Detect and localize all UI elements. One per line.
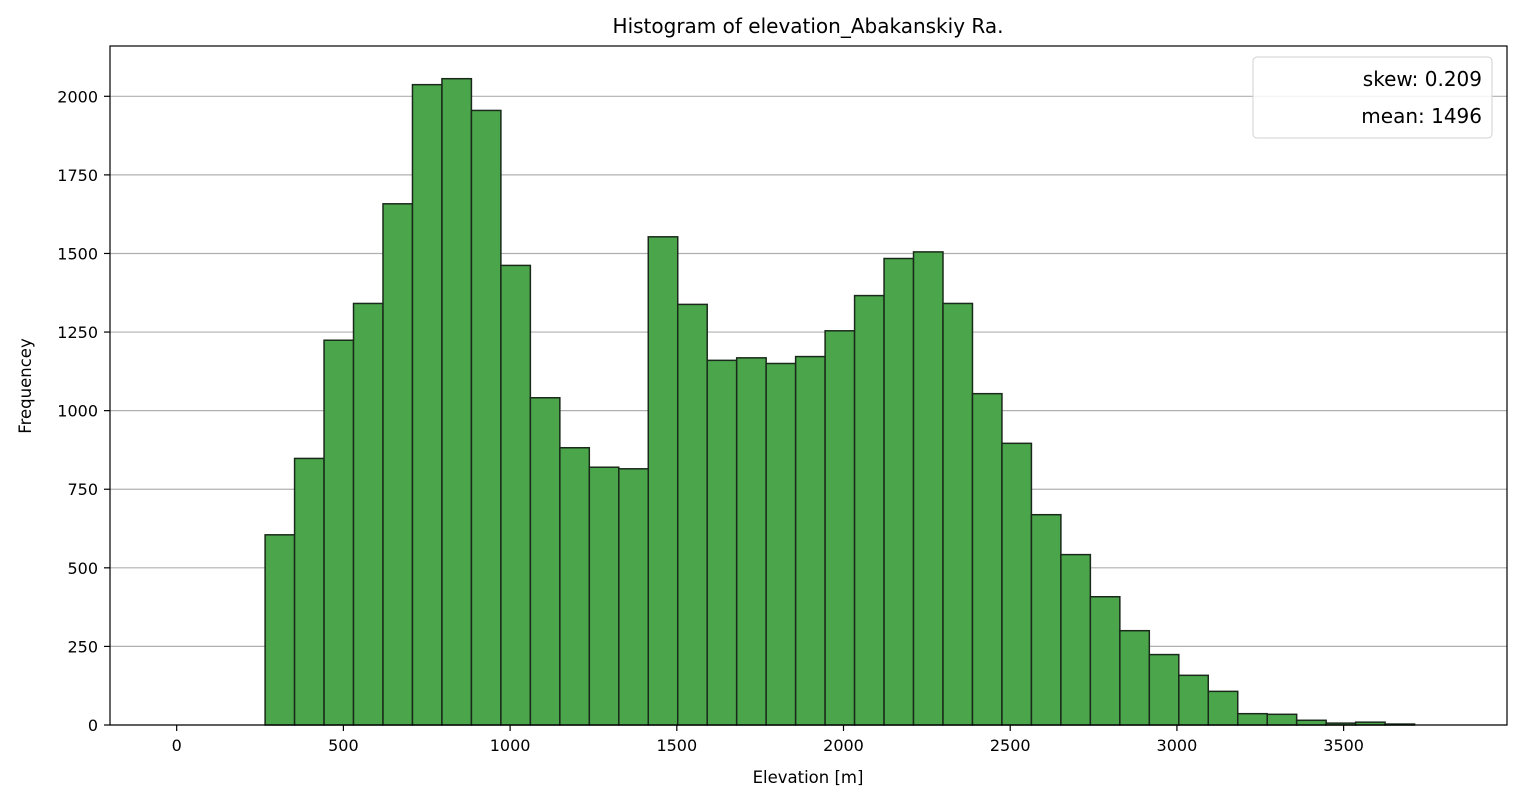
x-axis-label: Elevation [m] <box>753 768 864 787</box>
histogram-bar <box>559 446 591 726</box>
chart-title: Histogram of elevation_Abakanskiy Ra. <box>613 14 1004 38</box>
y-tick-label: 1750 <box>57 166 98 185</box>
x-tick-label: 3500 <box>1323 736 1364 755</box>
x-tick-label: 500 <box>328 736 359 755</box>
histogram-bar <box>1060 553 1092 726</box>
x-axis: 0 500 1000 1500 2000 2500 3000 3500 <box>172 725 1364 755</box>
histogram-bar <box>470 109 502 726</box>
histogram-bar <box>824 330 856 726</box>
x-tick-label: 2000 <box>823 736 864 755</box>
histogram-bar <box>411 83 443 726</box>
histogram-bar <box>912 251 944 726</box>
histogram-bar <box>647 236 679 726</box>
histogram-bar <box>1089 595 1121 726</box>
legend-box <box>1252 56 1493 139</box>
plot-frame <box>109 45 1508 726</box>
histogram-bar <box>500 264 532 726</box>
histogram-bar <box>706 359 738 726</box>
y-axis-label: Frequencey <box>16 338 35 434</box>
histogram-bar <box>1148 653 1180 726</box>
histogram-bar <box>293 457 325 726</box>
histogram-bar <box>588 466 620 726</box>
histogram-bar <box>1001 442 1033 726</box>
histogram-bar <box>794 355 826 726</box>
x-tick-label: 3000 <box>1157 736 1198 755</box>
histogram-bar <box>1119 629 1151 726</box>
y-tick-label: 500 <box>67 559 98 578</box>
histogram-bar <box>1295 719 1327 726</box>
histogram-bar <box>1178 674 1210 726</box>
legend-entry-skew: skew: 0.209 <box>1363 67 1482 91</box>
histogram-bar <box>1236 712 1268 726</box>
y-tick-label: 1250 <box>57 323 98 342</box>
y-tick-label: 750 <box>67 480 98 499</box>
histogram-bar <box>942 302 974 726</box>
y-axis: 0 250 500 750 1000 1250 1500 1750 2000 <box>57 87 110 735</box>
x-tick-label: 2500 <box>990 736 1031 755</box>
y-tick-label: 250 <box>67 637 98 656</box>
histogram-bar <box>1030 513 1062 726</box>
histogram-bar <box>264 534 296 726</box>
x-tick-label: 1000 <box>490 736 531 755</box>
histogram-bar <box>1266 713 1298 726</box>
histogram-bar <box>883 257 915 726</box>
histogram-bar <box>1207 690 1239 726</box>
histogram-bar <box>853 294 885 726</box>
y-tick-label: 0 <box>88 716 98 735</box>
y-tick-label: 1000 <box>57 402 98 421</box>
legend: skew: 0.209 mean: 1496 <box>1252 56 1493 139</box>
histogram-bar <box>382 203 414 726</box>
histogram-bar <box>352 302 384 726</box>
histogram-bar <box>618 468 650 726</box>
histogram-bar <box>529 397 561 726</box>
histogram-bar <box>735 357 767 726</box>
bars-layer <box>264 77 1416 726</box>
histogram-bar <box>323 339 355 726</box>
histogram-bar <box>765 362 797 726</box>
x-tick-label: 0 <box>172 736 182 755</box>
x-tick-label: 1500 <box>656 736 697 755</box>
y-tick-label: 1500 <box>57 244 98 263</box>
histogram-bar <box>676 303 708 726</box>
y-tick-label: 2000 <box>57 87 98 106</box>
histogram-bar <box>971 392 1003 726</box>
legend-entry-mean: mean: 1496 <box>1361 104 1482 128</box>
histogram-bar <box>441 77 473 726</box>
